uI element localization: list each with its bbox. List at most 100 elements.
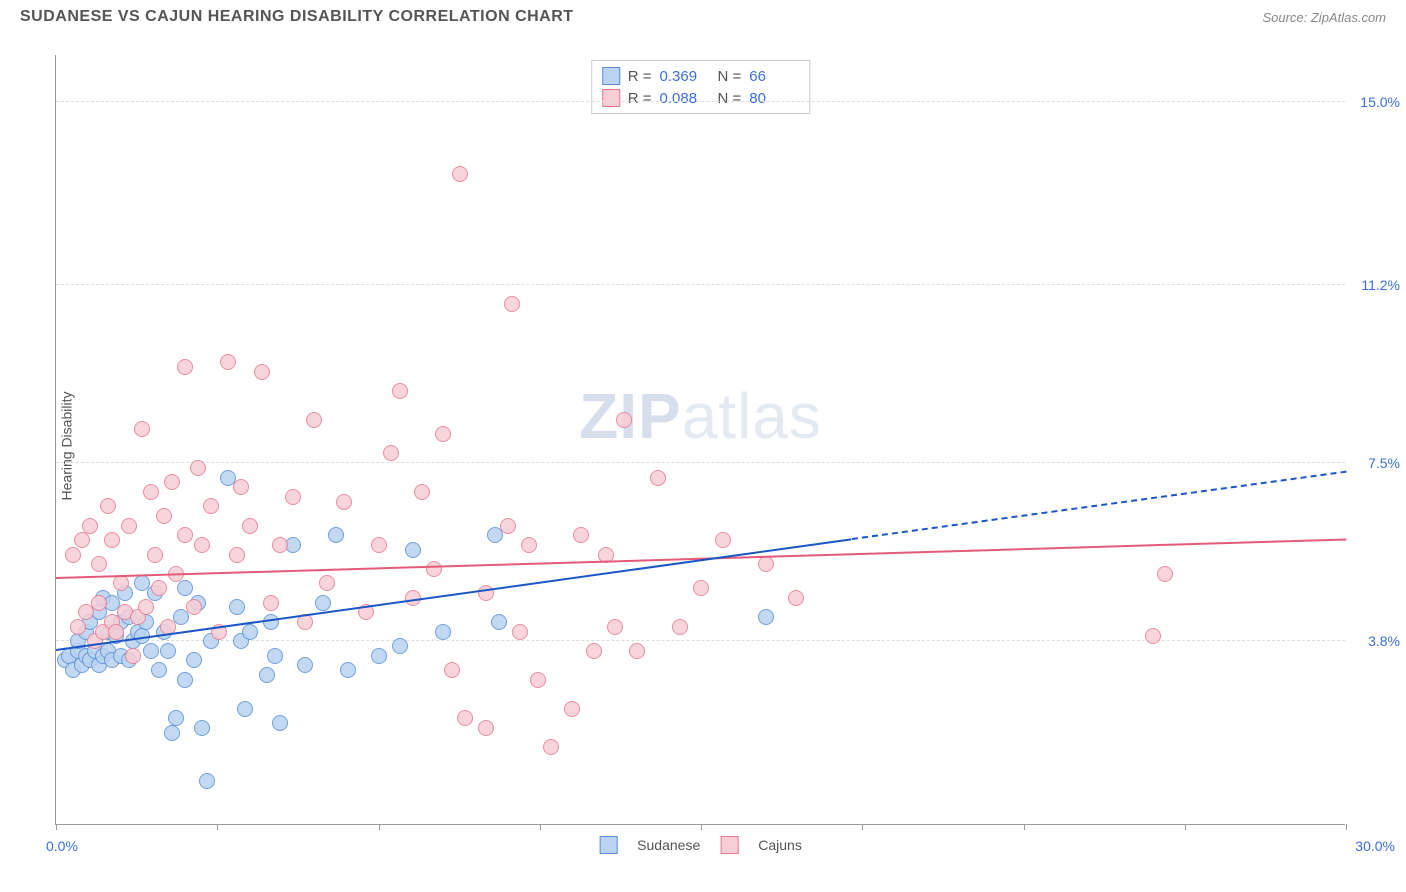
data-point — [138, 599, 154, 615]
stats-legend: R = 0.369 N = 66 R = 0.088 N = 80 — [591, 60, 811, 114]
data-point — [629, 643, 645, 659]
data-point — [156, 508, 172, 524]
x-tick — [1185, 824, 1186, 830]
data-point — [426, 561, 442, 577]
data-point — [177, 527, 193, 543]
swatch-cajuns — [602, 89, 620, 107]
data-point — [113, 575, 129, 591]
r-value-sudanese: 0.369 — [660, 68, 710, 85]
swatch-sudanese — [602, 67, 620, 85]
data-point — [306, 412, 322, 428]
data-point — [125, 648, 141, 664]
data-point — [100, 498, 116, 514]
data-point — [177, 359, 193, 375]
data-point — [272, 537, 288, 553]
data-point — [194, 537, 210, 553]
legend-label-cajuns: Cajuns — [758, 837, 802, 853]
data-point — [586, 643, 602, 659]
data-point — [500, 518, 516, 534]
data-point — [392, 638, 408, 654]
x-tick — [1024, 824, 1025, 830]
gridline — [56, 101, 1345, 102]
y-tick-label: 3.8% — [1368, 633, 1400, 649]
data-point — [160, 643, 176, 659]
data-point — [91, 595, 107, 611]
data-point — [177, 672, 193, 688]
x-tick — [379, 824, 380, 830]
legend-swatch-cajuns — [720, 836, 738, 854]
n-value-sudanese: 66 — [749, 68, 799, 85]
data-point — [435, 624, 451, 640]
data-point — [263, 595, 279, 611]
chart-source: Source: ZipAtlas.com — [1262, 10, 1386, 25]
data-point — [788, 590, 804, 606]
data-point — [194, 720, 210, 736]
data-point — [203, 498, 219, 514]
data-point — [186, 599, 202, 615]
data-point — [715, 532, 731, 548]
x-axis-min: 0.0% — [46, 838, 78, 854]
data-point — [607, 619, 623, 635]
data-point — [147, 547, 163, 563]
data-point — [336, 494, 352, 510]
data-point — [564, 701, 580, 717]
data-point — [237, 701, 253, 717]
data-point — [340, 662, 356, 678]
x-tick — [217, 824, 218, 830]
data-point — [319, 575, 335, 591]
data-point — [1157, 566, 1173, 582]
trend-line — [56, 538, 852, 651]
x-axis-max: 30.0% — [1355, 838, 1395, 854]
gridline — [56, 462, 1345, 463]
data-point — [491, 614, 507, 630]
y-tick-label: 7.5% — [1368, 455, 1400, 471]
data-point — [263, 614, 279, 630]
data-point — [108, 624, 124, 640]
x-tick — [56, 824, 57, 830]
gridline — [56, 284, 1345, 285]
stats-row-sudanese: R = 0.369 N = 66 — [602, 65, 800, 87]
data-point — [478, 720, 494, 736]
data-point — [392, 383, 408, 399]
data-point — [693, 580, 709, 596]
data-point — [543, 739, 559, 755]
data-point — [435, 426, 451, 442]
data-point — [371, 537, 387, 553]
data-point — [457, 710, 473, 726]
data-point — [285, 489, 301, 505]
data-point — [186, 652, 202, 668]
data-point — [151, 662, 167, 678]
data-point — [758, 609, 774, 625]
data-point — [233, 479, 249, 495]
y-tick-label: 11.2% — [1361, 277, 1400, 293]
data-point — [672, 619, 688, 635]
data-point — [444, 662, 460, 678]
data-point — [164, 725, 180, 741]
data-point — [267, 648, 283, 664]
data-point — [530, 672, 546, 688]
data-point — [504, 296, 520, 312]
r-label: R = — [628, 90, 652, 107]
scatter-chart: ZIPatlas R = 0.369 N = 66 R = 0.088 N = … — [55, 55, 1345, 825]
x-tick — [540, 824, 541, 830]
data-point — [512, 624, 528, 640]
data-point — [297, 657, 313, 673]
trend-line — [851, 471, 1346, 540]
data-point — [1145, 628, 1161, 644]
data-point — [199, 773, 215, 789]
data-point — [242, 518, 258, 534]
data-point — [74, 532, 90, 548]
data-point — [151, 580, 167, 596]
data-point — [254, 364, 270, 380]
data-point — [229, 547, 245, 563]
data-point — [272, 715, 288, 731]
r-label: R = — [628, 68, 652, 85]
stats-row-cajuns: R = 0.088 N = 80 — [602, 87, 800, 109]
data-point — [104, 532, 120, 548]
data-point — [190, 460, 206, 476]
data-point — [91, 556, 107, 572]
data-point — [65, 547, 81, 563]
data-point — [242, 624, 258, 640]
data-point — [383, 445, 399, 461]
r-value-cajuns: 0.088 — [660, 90, 710, 107]
